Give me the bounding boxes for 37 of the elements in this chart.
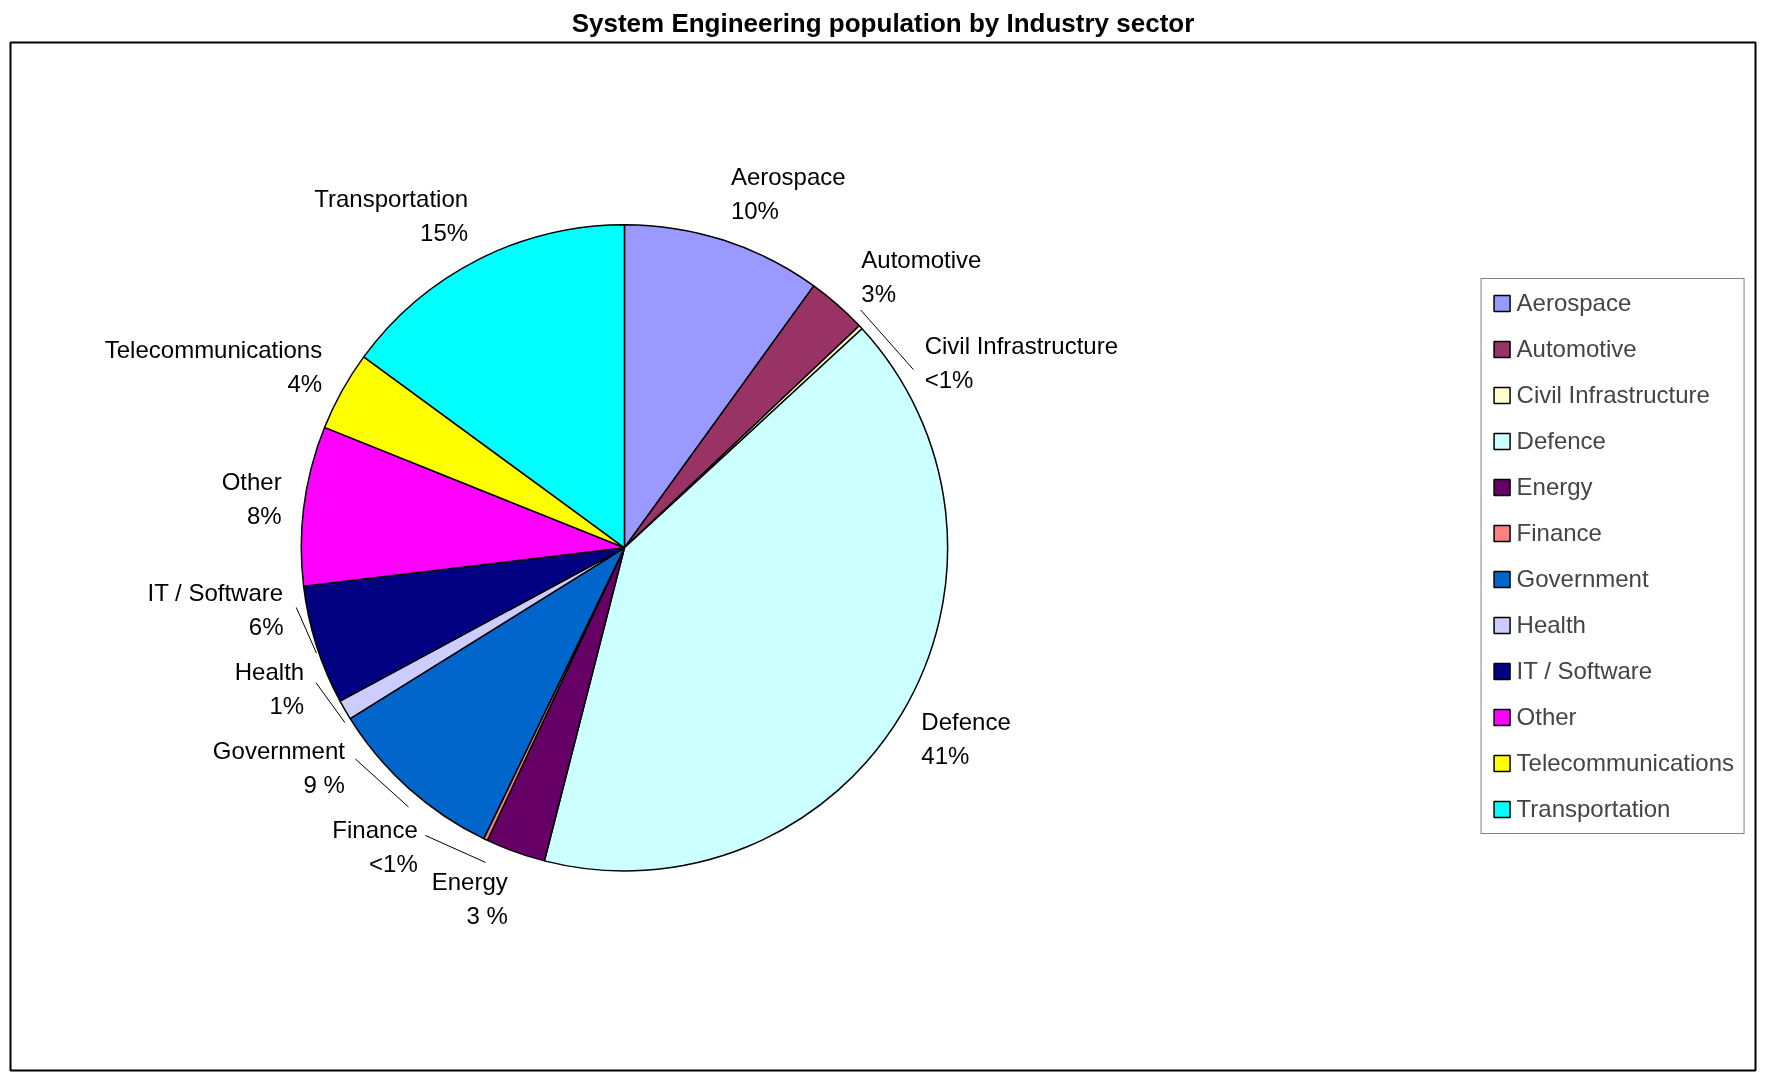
- data-label: 4%: [287, 370, 323, 398]
- legend-label: Aerospace: [1516, 289, 1632, 317]
- data-label: <1%: [924, 366, 974, 394]
- legend-label: IT / Software: [1516, 657, 1653, 685]
- slice-label: Defence: [921, 708, 1011, 736]
- data-label: 1%: [269, 691, 305, 719]
- data-label: 8%: [247, 502, 282, 530]
- data-label: 3 %: [466, 902, 508, 930]
- slice-label: Energy: [431, 868, 508, 896]
- slice-label: Government: [212, 736, 346, 764]
- slice-label: Civil Infrastructure: [924, 332, 1119, 360]
- data-label: 15%: [420, 218, 469, 246]
- data-label: 10%: [730, 196, 779, 224]
- legend-label: Other: [1516, 703, 1577, 731]
- slice-label: Aerospace: [730, 162, 846, 190]
- legend-label: Civil Infrastructure: [1516, 381, 1710, 409]
- data-label: 9 %: [303, 770, 345, 798]
- legend-label: Defence: [1516, 427, 1606, 455]
- data-label: <1%: [369, 850, 418, 878]
- legend-label: Finance: [1516, 519, 1602, 547]
- data-label: 3%: [861, 279, 897, 307]
- legend-label: Energy: [1516, 473, 1593, 501]
- legend-label: Transportation: [1516, 795, 1671, 823]
- slice-label: Health: [234, 657, 305, 685]
- slice-label: Automotive: [861, 245, 982, 273]
- data-label: 41%: [921, 742, 970, 770]
- slice-label: Transportation: [314, 184, 469, 212]
- slice-label: Finance: [332, 816, 418, 844]
- legend-label: Automotive: [1516, 335, 1637, 363]
- slice-label: Other: [221, 468, 282, 496]
- slice-label: Telecommunications: [104, 336, 323, 364]
- chart-title: System Engineering population by Industry sector: [571, 7, 1195, 38]
- data-label: 6%: [248, 613, 284, 641]
- legend-label: Health: [1516, 611, 1586, 639]
- legend-label: Telecommunications: [1516, 749, 1734, 777]
- slice-label: IT / Software: [147, 579, 284, 607]
- legend-label: Government: [1516, 565, 1649, 593]
